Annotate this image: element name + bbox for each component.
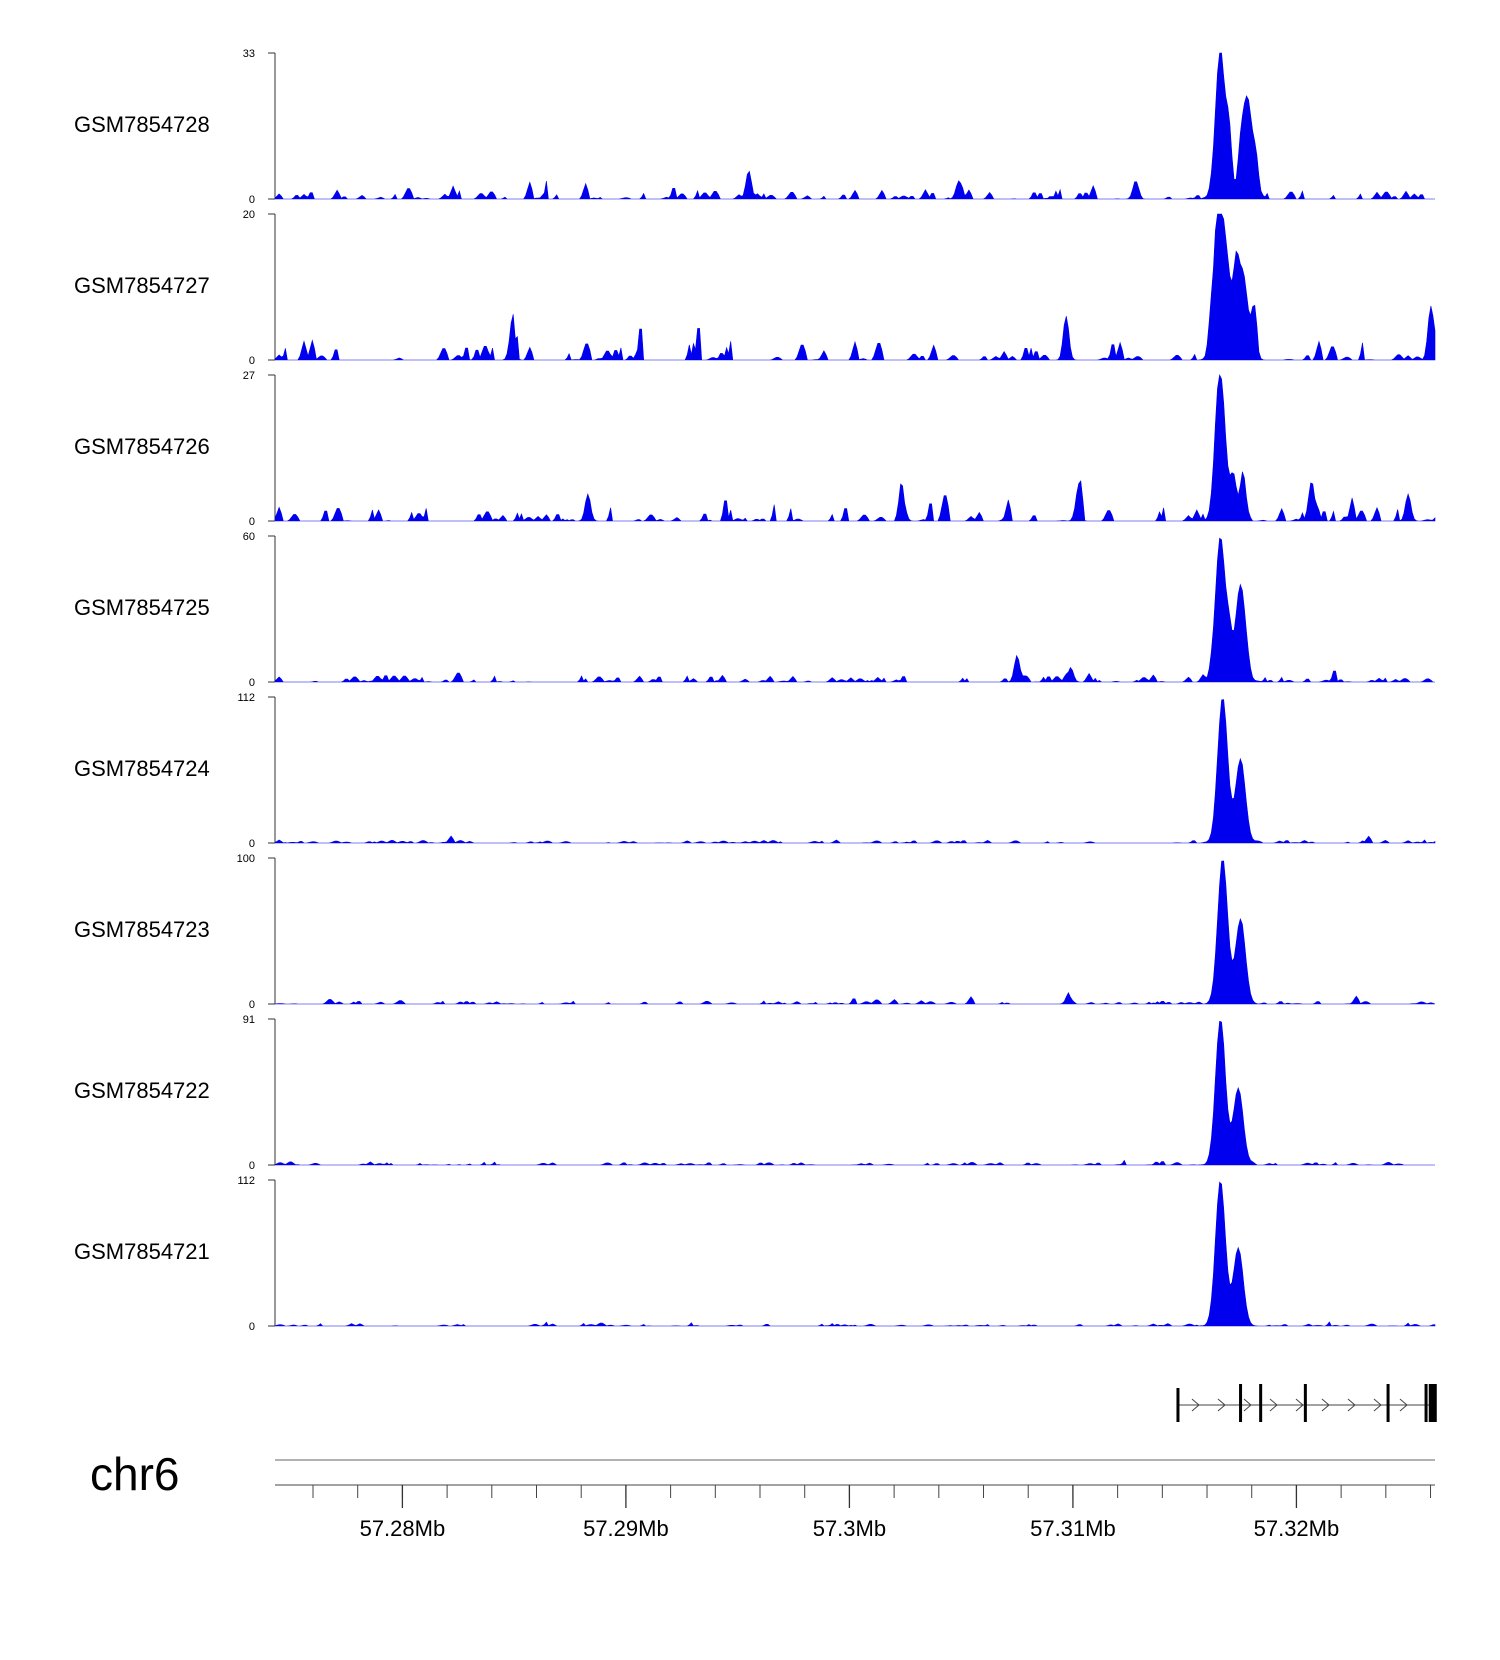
- y-tick-label-max: 20: [243, 209, 255, 221]
- y-tick-label-max: 100: [237, 853, 255, 865]
- gene-exon: [1303, 1384, 1307, 1422]
- y-tick-label-zero: 0: [249, 1160, 255, 1172]
- y-tick-label-zero: 0: [249, 838, 255, 850]
- y-tick-label-max: 112: [237, 692, 255, 704]
- gene-strand-arrow: [1373, 1398, 1382, 1412]
- track-label-GSM7854724: GSM7854724: [74, 756, 210, 781]
- gene-exon: [1428, 1384, 1437, 1422]
- y-tick-label-max: 33: [243, 48, 255, 60]
- track-label-GSM7854727: GSM7854727: [74, 273, 210, 298]
- x-tick-label: 57.3Mb: [813, 1516, 886, 1541]
- gene-exon: [1176, 1388, 1180, 1422]
- track-label-GSM7854723: GSM7854723: [74, 917, 210, 942]
- x-tick-label: 57.31Mb: [1030, 1516, 1116, 1541]
- signal-area-GSM7854721: [274, 1181, 1436, 1327]
- gene-exon: [1424, 1384, 1428, 1422]
- x-tick-label: 57.28Mb: [360, 1516, 446, 1541]
- track-label-GSM7854722: GSM7854722: [74, 1078, 210, 1103]
- signal-area-GSM7854722: [274, 1020, 1435, 1166]
- gene-exon: [1239, 1384, 1243, 1422]
- y-tick-label-max: 112: [237, 1175, 255, 1187]
- y-tick-label-zero: 0: [249, 1321, 255, 1333]
- y-tick-label-zero: 0: [249, 355, 255, 367]
- gene-exon: [1259, 1384, 1263, 1422]
- gene-exon: [1386, 1384, 1390, 1422]
- track-label-GSM7854725: GSM7854725: [74, 595, 210, 620]
- gene-strand-arrow: [1347, 1398, 1356, 1412]
- gene-strand-arrow: [1191, 1398, 1200, 1412]
- y-tick-label-max: 60: [243, 531, 255, 543]
- track-label-GSM7854726: GSM7854726: [74, 434, 210, 459]
- x-tick-label: 57.29Mb: [583, 1516, 669, 1541]
- gene-strand-arrow: [1399, 1398, 1408, 1412]
- track-label-GSM7854721: GSM7854721: [74, 1239, 210, 1264]
- gene-strand-arrow: [1217, 1398, 1226, 1412]
- gene-strand-arrow: [1321, 1398, 1330, 1412]
- gene-strand-arrow: [1295, 1398, 1304, 1412]
- y-tick-label-max: 91: [243, 1014, 255, 1026]
- signal-area-GSM7854727: [274, 213, 1436, 361]
- gene-strand-arrow: [1269, 1398, 1278, 1412]
- x-tick-label: 57.32Mb: [1254, 1516, 1340, 1541]
- chromosome-label: chr6: [90, 1448, 179, 1500]
- signal-area-GSM7854723: [274, 860, 1436, 1005]
- signal-area-GSM7854724: [274, 699, 1436, 844]
- y-tick-label-zero: 0: [249, 194, 255, 206]
- signal-area-GSM7854728: [274, 52, 1435, 200]
- gene-strand-arrow: [1243, 1398, 1252, 1412]
- signal-area-GSM7854725: [274, 537, 1435, 683]
- y-tick-label-zero: 0: [249, 999, 255, 1011]
- signal-area-GSM7854726: [274, 374, 1436, 522]
- y-tick-label-max: 27: [243, 370, 255, 382]
- track-label-GSM7854728: GSM7854728: [74, 112, 210, 137]
- y-tick-label-zero: 0: [249, 677, 255, 689]
- y-tick-label-zero: 0: [249, 516, 255, 528]
